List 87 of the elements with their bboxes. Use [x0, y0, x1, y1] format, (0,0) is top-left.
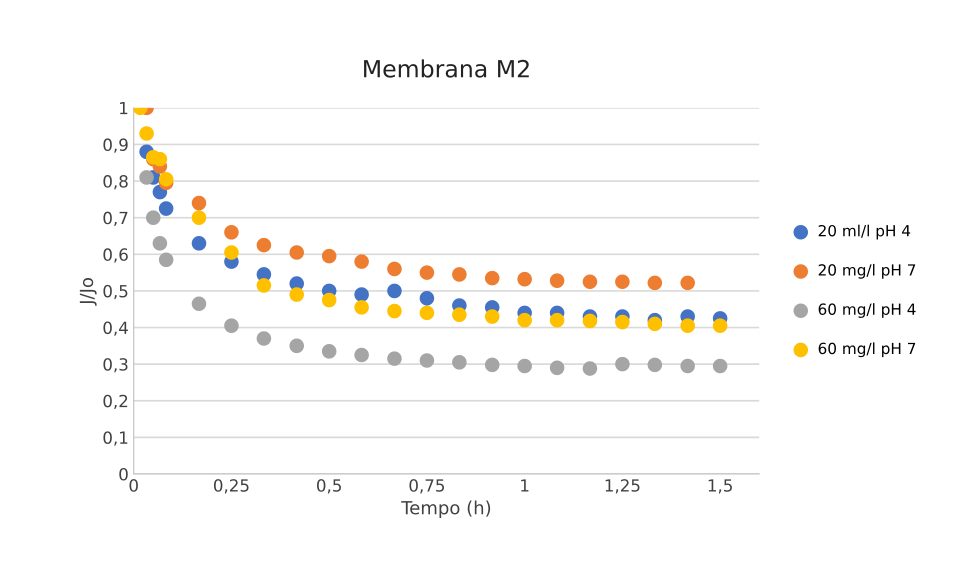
point — [452, 355, 467, 370]
point — [680, 358, 695, 374]
y-tick-label: 0,7 — [103, 212, 128, 226]
point — [582, 274, 598, 290]
y-tick-label: 0,1 — [103, 431, 128, 446]
point — [582, 314, 598, 328]
point — [152, 152, 168, 166]
chart-title: Membrana M2 — [364, 59, 529, 78]
point — [517, 358, 532, 374]
x-axis-title: Tempo (h) — [401, 500, 490, 518]
point — [615, 314, 630, 330]
y-axis-title: J/Jo — [80, 278, 97, 306]
point — [322, 344, 336, 359]
y-tick-label: 1 — [120, 102, 128, 114]
point — [354, 348, 369, 362]
y-tick-label: 0,2 — [103, 394, 128, 410]
point — [582, 361, 598, 376]
point — [452, 267, 467, 282]
point — [152, 236, 168, 251]
point — [322, 248, 336, 264]
point — [420, 306, 434, 320]
point — [354, 287, 369, 302]
point — [550, 360, 564, 376]
point — [484, 309, 500, 324]
point — [192, 236, 206, 251]
point — [354, 254, 369, 269]
point — [387, 351, 402, 366]
point — [615, 274, 630, 290]
point — [146, 210, 161, 225]
point — [158, 252, 174, 268]
point — [484, 358, 500, 372]
point — [420, 290, 434, 306]
x-tick-label: 1,25 — [606, 479, 640, 494]
point — [289, 287, 304, 302]
point — [680, 318, 695, 333]
point — [648, 276, 662, 290]
point — [550, 273, 564, 288]
point — [224, 245, 239, 260]
y-tick-label: 0,9 — [103, 138, 128, 153]
point — [680, 276, 695, 290]
point — [192, 296, 206, 312]
x-tick-label: 1,5 — [708, 479, 732, 494]
point — [256, 331, 272, 346]
x-tick-label: 1 — [521, 479, 528, 492]
point — [484, 270, 500, 286]
y-tick-label: 0,6 — [103, 248, 128, 263]
point — [289, 245, 304, 260]
x-tick-label: 0,75 — [409, 479, 444, 494]
point — [387, 262, 402, 276]
point — [289, 338, 304, 354]
point — [139, 126, 154, 141]
point — [550, 312, 564, 328]
point — [139, 170, 154, 185]
point — [322, 292, 336, 308]
point — [615, 356, 630, 372]
point — [648, 316, 662, 332]
point — [158, 201, 174, 216]
point — [224, 225, 239, 240]
point — [517, 272, 532, 286]
point — [256, 278, 272, 293]
point — [712, 318, 728, 333]
legend-label: 60 mg/l pH 7 — [818, 342, 916, 358]
y-tick-label: 0,4 — [103, 321, 128, 336]
legend-label: 20 ml/l pH 4 — [818, 224, 910, 240]
point — [452, 307, 467, 322]
point — [192, 210, 206, 225]
legend-label: 60 mg/l pH 4 — [818, 303, 916, 318]
y-tick-label: 0,5 — [103, 284, 128, 300]
x-tick-label: 0,5 — [317, 479, 341, 494]
y-tick-label: 0,3 — [103, 358, 128, 372]
point — [387, 304, 402, 318]
x-tick-label: 0 — [129, 479, 138, 492]
y-tick-label: 0 — [119, 468, 128, 481]
x-tick-label: 0,25 — [214, 479, 249, 494]
legend-label: 20 mg/l pH 7 — [818, 264, 916, 279]
point — [712, 358, 728, 374]
point — [420, 265, 434, 280]
point — [224, 318, 239, 333]
point — [517, 312, 532, 328]
point — [158, 172, 174, 187]
point — [354, 300, 369, 315]
point — [648, 358, 662, 372]
point — [420, 353, 434, 368]
y-tick-label: 0,8 — [103, 175, 128, 190]
point — [256, 238, 272, 252]
point — [192, 196, 206, 210]
point — [387, 284, 402, 298]
